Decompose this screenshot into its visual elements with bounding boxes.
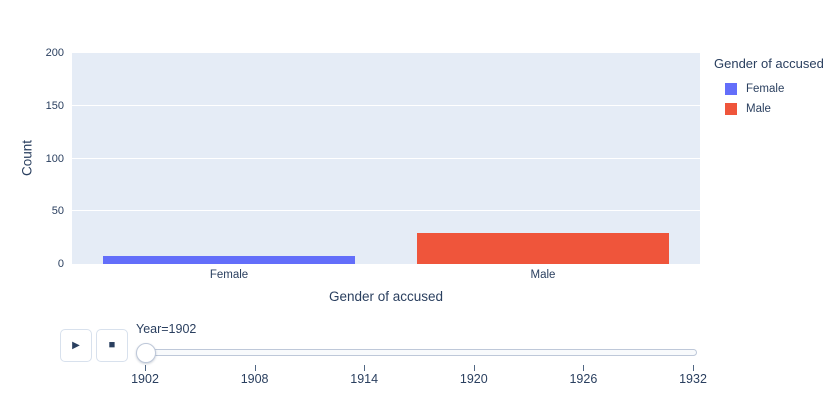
y-tick-label: 50 [51,205,64,218]
slider-current-value: Year=1902 [136,322,197,336]
plot-area[interactable] [72,52,700,264]
y-tick-label: 100 [45,152,64,165]
slider-tick [693,365,694,371]
legend-swatch [725,103,737,115]
slider-tick [583,365,585,371]
gridline [72,210,700,212]
slider-tick [145,365,146,371]
gridline [72,157,700,159]
slider-tick-label[interactable]: 1902 [131,372,159,386]
legend-item-female[interactable]: Female [714,79,838,99]
slider-tick [364,365,366,371]
play-icon: ▶ [72,339,80,351]
y-tick-label: 200 [45,47,64,59]
slider-tick [254,365,256,371]
legend-item-male[interactable]: Male [714,99,838,119]
legend-item-label: Female [746,83,785,95]
slider-tick-label[interactable]: 1920 [459,372,488,386]
gridline [72,104,700,106]
stop-icon: ■ [108,339,116,351]
slider-tick-label[interactable]: 1908 [240,372,269,386]
slider-track[interactable] [143,349,697,356]
slider-tick-label[interactable]: 1932 [679,372,707,386]
y-tick-label: 150 [45,99,64,112]
legend-items: Female Male [714,79,838,119]
legend: Gender of accused Female Male [714,56,838,119]
legend-swatch [725,83,737,95]
x-category-label: Male [530,269,556,281]
legend-title: Gender of accused [714,56,824,71]
bar-female[interactable] [103,255,355,264]
gridline [72,52,700,53]
legend-item-label: Male [746,103,771,115]
slider-handle[interactable] [136,343,156,363]
play-button[interactable]: ▶ [60,329,92,362]
bar-male[interactable] [417,233,669,264]
slider-tick [473,365,475,371]
stop-button[interactable]: ■ [96,329,128,362]
y-tick-label: 0 [57,258,64,270]
x-axis-title: Gender of accused [328,289,444,304]
slider-tick-label[interactable]: 1926 [569,372,598,386]
x-category-label: Female [209,269,249,281]
slider-tick-label[interactable]: 1914 [350,372,379,386]
